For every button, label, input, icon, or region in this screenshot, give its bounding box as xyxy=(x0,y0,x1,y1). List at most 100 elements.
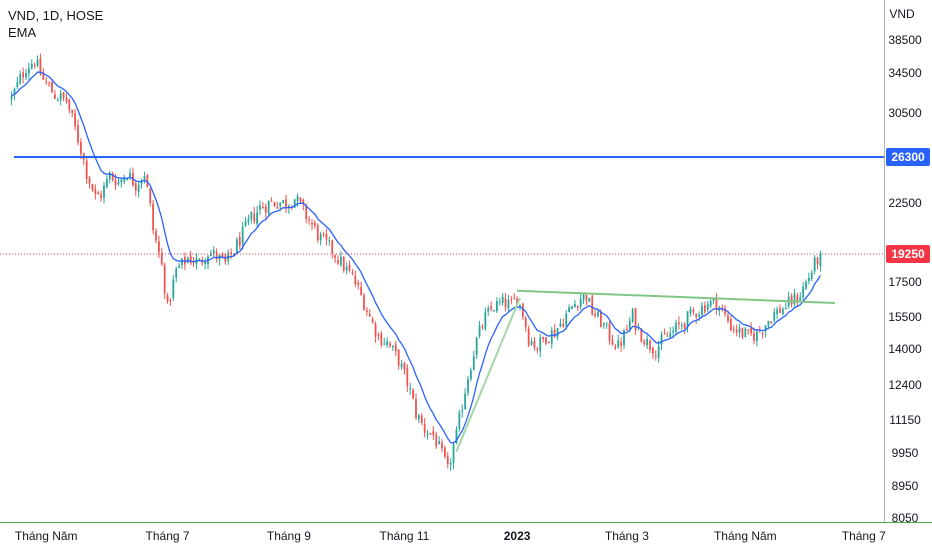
candle xyxy=(198,257,201,261)
candle xyxy=(365,306,368,317)
candle xyxy=(111,171,114,182)
chart-legend: VND, 1D, HOSE EMA xyxy=(8,7,103,41)
candle xyxy=(666,331,669,337)
candle xyxy=(357,280,360,290)
level-price-tag[interactable]: 26300 xyxy=(886,148,930,166)
candle xyxy=(796,292,799,306)
candle xyxy=(721,304,724,312)
candle xyxy=(311,219,313,231)
candle xyxy=(117,177,120,187)
candle xyxy=(594,309,597,319)
candle xyxy=(137,181,140,198)
candle xyxy=(371,316,374,324)
candle xyxy=(103,181,105,204)
axes-layer: VND 8050 8950 9950 11150 12400 14000 15500 17500… xyxy=(15,7,930,543)
candle xyxy=(550,326,553,349)
candle xyxy=(559,318,562,328)
candle xyxy=(793,288,796,307)
candle xyxy=(302,198,305,211)
candle xyxy=(571,305,573,310)
candle xyxy=(85,157,88,184)
candle xyxy=(611,334,614,346)
candle xyxy=(172,275,175,301)
candle xyxy=(507,294,510,313)
candle xyxy=(781,307,784,316)
candle xyxy=(45,76,48,85)
last-price-tag[interactable]: 19250 xyxy=(886,245,930,263)
candle xyxy=(591,293,594,316)
candle xyxy=(469,367,472,382)
symbol-legend[interactable]: VND, 1D, HOSE xyxy=(8,8,104,23)
candle xyxy=(773,308,776,323)
candle xyxy=(755,329,758,347)
candle xyxy=(660,331,663,351)
candle xyxy=(308,216,311,225)
candle xyxy=(368,309,371,317)
candle xyxy=(160,247,163,266)
candle xyxy=(391,344,394,351)
candle xyxy=(631,307,634,323)
candle xyxy=(504,293,507,312)
candle xyxy=(48,80,51,87)
candle xyxy=(741,327,744,340)
candle xyxy=(334,254,337,263)
candle xyxy=(729,315,732,332)
candle xyxy=(732,325,735,334)
candle xyxy=(163,262,166,299)
candle xyxy=(94,184,97,200)
candle xyxy=(426,429,429,440)
candle xyxy=(123,174,126,185)
candle xyxy=(420,413,423,426)
candle xyxy=(813,255,816,275)
candle xyxy=(331,239,334,259)
time-tick-label: Tháng 9 xyxy=(267,529,311,543)
price-tick-label: 15500 xyxy=(888,310,922,324)
indicator-legend[interactable]: EMA xyxy=(8,25,37,40)
candle xyxy=(692,307,695,316)
candle xyxy=(493,309,495,312)
candle xyxy=(579,293,582,310)
candle xyxy=(686,311,689,333)
candle xyxy=(784,302,787,310)
candle xyxy=(383,337,386,346)
candle xyxy=(429,432,432,436)
candle xyxy=(287,204,290,214)
candle xyxy=(649,339,651,353)
candle xyxy=(521,302,524,321)
candle xyxy=(30,59,33,70)
candle xyxy=(715,292,718,315)
candle xyxy=(807,272,810,285)
candle xyxy=(100,190,103,202)
candle xyxy=(542,336,545,343)
candle xyxy=(120,178,123,188)
candle xyxy=(406,364,409,392)
neckline-trendline[interactable] xyxy=(517,289,835,304)
candle xyxy=(313,220,316,229)
candle xyxy=(74,108,77,131)
candle xyxy=(97,190,100,195)
candle xyxy=(62,92,65,102)
candle xyxy=(131,167,134,187)
candle xyxy=(412,388,415,400)
candle xyxy=(105,175,108,189)
candle xyxy=(810,269,813,282)
candle xyxy=(735,324,738,337)
candle xyxy=(25,68,27,81)
rally-trendline[interactable] xyxy=(455,297,521,453)
time-tick-label: Tháng 7 xyxy=(146,529,190,543)
candle xyxy=(33,62,36,69)
candle xyxy=(285,194,287,213)
ema-line[interactable] xyxy=(11,71,821,444)
candle xyxy=(409,382,412,396)
candle xyxy=(380,330,383,348)
candle xyxy=(533,337,536,351)
candle xyxy=(669,327,672,339)
candle xyxy=(259,200,261,216)
candle xyxy=(602,321,605,329)
candle xyxy=(573,299,576,308)
candle xyxy=(77,119,79,146)
candle xyxy=(527,325,530,348)
time-tick-label: Tháng 3 xyxy=(605,529,649,543)
